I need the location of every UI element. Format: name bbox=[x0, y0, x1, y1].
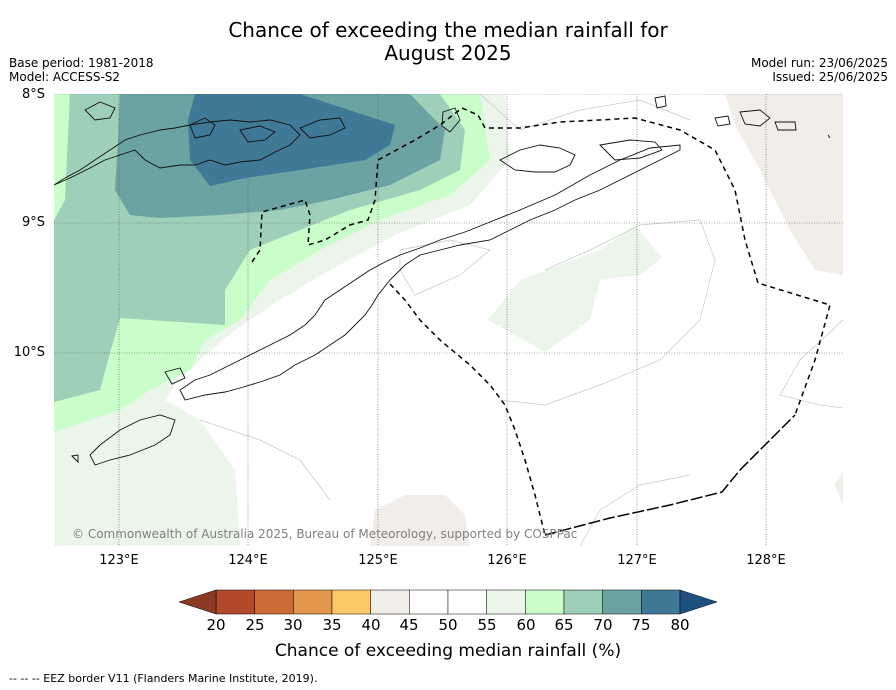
eez-border-south bbox=[544, 414, 796, 536]
colorbar-tick: 70 bbox=[593, 616, 613, 634]
colorbar-tick: 20 bbox=[206, 616, 226, 634]
lat-label-10s: 10°S bbox=[13, 345, 45, 360]
lon-label-126e: 126°E bbox=[487, 553, 527, 568]
colorbar-segment bbox=[370, 589, 410, 615]
colorbar-segment bbox=[331, 589, 371, 615]
colorbar-segment bbox=[409, 589, 449, 615]
model-name: Model: ACCESS-S2 bbox=[9, 70, 121, 84]
map-title: Chance of exceeding the median rainfall … bbox=[0, 19, 896, 65]
colorbar-tick: 25 bbox=[245, 616, 265, 634]
contour-40-45-south bbox=[370, 495, 470, 546]
eez-border bbox=[251, 107, 831, 536]
colorbar-tick: 60 bbox=[516, 616, 536, 634]
lon-label-124e: 124°E bbox=[228, 553, 268, 568]
lon-label-123e: 123°E bbox=[99, 553, 139, 568]
colorbar-tick: 40 bbox=[361, 616, 381, 634]
colorbar-segment bbox=[641, 589, 681, 615]
colorbar-tick: 55 bbox=[477, 616, 497, 634]
eez-legend-note: -- -- -- EEZ border V11 (Flanders Marine… bbox=[9, 672, 318, 685]
meta-right: Model run: 23/06/2025 Issued: 25/06/2025 bbox=[751, 56, 888, 84]
colorbar-segment bbox=[215, 589, 255, 615]
title-line-1: Chance of exceeding the median rainfall … bbox=[228, 18, 668, 42]
contour-75-80 bbox=[188, 94, 395, 186]
lon-label-127e: 127°E bbox=[617, 553, 657, 568]
issued-date: Issued: 25/06/2025 bbox=[772, 70, 888, 84]
map-area bbox=[54, 94, 843, 546]
lat-label-9s: 9°S bbox=[21, 215, 45, 230]
contour-60-65-west bbox=[54, 94, 70, 220]
lon-label-125e: 125°E bbox=[358, 553, 398, 568]
contour-40-45-northeast bbox=[725, 94, 843, 275]
colorbar-tick: 80 bbox=[670, 616, 690, 634]
lon-label-128e: 128°E bbox=[746, 553, 786, 568]
colorbar-segment bbox=[563, 589, 603, 615]
colorbar-under-arrow bbox=[178, 589, 217, 615]
colorbar-segment bbox=[486, 589, 526, 615]
colorbar-segment bbox=[602, 589, 642, 615]
contour-40-45-southeast bbox=[835, 470, 843, 505]
coastlines bbox=[54, 95, 831, 466]
model-run: Model run: 23/06/2025 bbox=[750, 56, 888, 70]
graticule bbox=[54, 94, 843, 546]
colorbar-tick: 65 bbox=[554, 616, 574, 634]
copyright-notice: © Commonwealth of Australia 2025, Bureau… bbox=[72, 527, 578, 541]
colorbar-segment bbox=[293, 589, 333, 615]
contour-55-60-east bbox=[488, 225, 662, 352]
colorbar bbox=[178, 589, 718, 615]
colorbar-tick: 45 bbox=[399, 616, 419, 634]
colorbar-label: Chance of exceeding median rainfall (%) bbox=[274, 641, 622, 661]
colorbar-tick: 30 bbox=[283, 616, 303, 634]
colorbar-segment bbox=[254, 589, 294, 615]
meta-left: Base period: 1981-2018 Model: ACCESS-S2 bbox=[9, 56, 154, 84]
colorbar-tick: 50 bbox=[438, 616, 458, 634]
colorbar-segment bbox=[525, 589, 565, 615]
lat-label-8s: 8°S bbox=[21, 87, 45, 102]
colorbar-over-arrow bbox=[679, 589, 718, 615]
title-line-2: August 2025 bbox=[384, 41, 512, 65]
colorbar-segment bbox=[447, 589, 487, 615]
colorbar-tick: 75 bbox=[631, 616, 651, 634]
base-period: Base period: 1981-2018 bbox=[9, 56, 154, 70]
colorbar-tick: 35 bbox=[322, 616, 342, 634]
